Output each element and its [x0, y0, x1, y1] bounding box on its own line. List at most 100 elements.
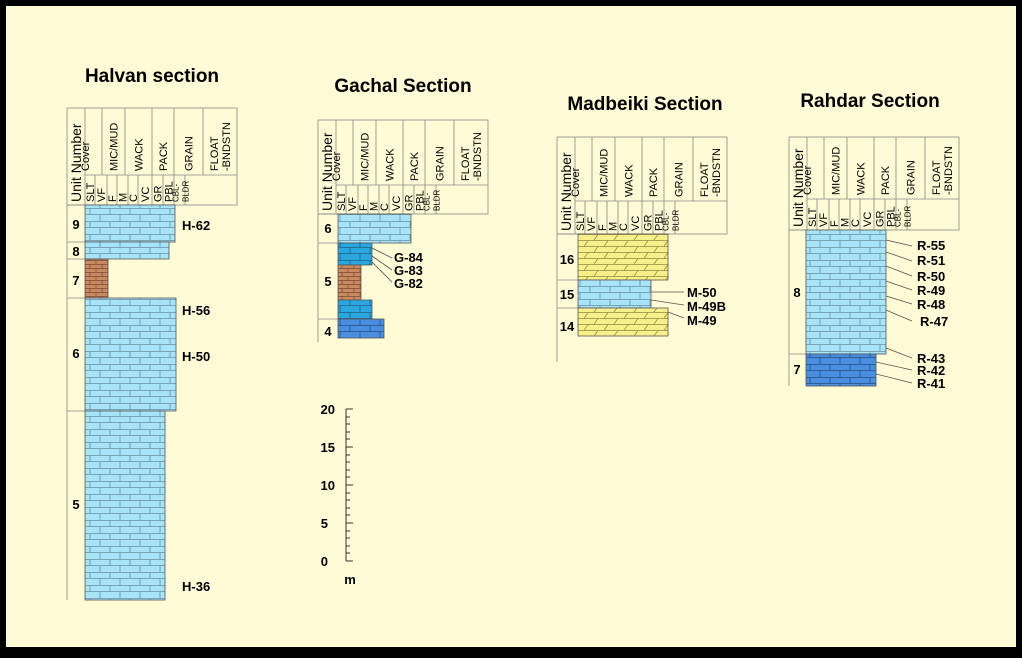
texture-header-label: GRAIN	[435, 146, 447, 181]
texture-header-label: WACK	[856, 162, 868, 195]
gachal-bed-unit4	[337, 318, 385, 339]
halvan-sample-label: H-36	[182, 579, 210, 594]
rahdar-unit-label: 7	[793, 362, 800, 377]
gachal-section-title: Gachal Section	[334, 76, 471, 97]
grain-size-header-label: M	[608, 222, 620, 231]
grain-size-header-label: BLDR	[182, 180, 191, 202]
madbeiki-bed-unit14	[577, 307, 669, 337]
grain-size-header-label: GR	[643, 214, 655, 231]
scale-tick-label: 0	[321, 554, 328, 569]
texture-header-label: Cover	[802, 165, 814, 195]
gachal-sample-label: G-82	[394, 276, 423, 291]
texture-header-label: -BNDSTN	[943, 146, 955, 195]
rahdar-section-title: Rahdar Section	[800, 91, 939, 112]
grain-size-header-label: VC	[630, 216, 642, 231]
grain-size-header-label: PBL	[654, 210, 666, 231]
madbeiki-unit-label: 15	[560, 287, 574, 302]
texture-header-label: Cover	[80, 141, 92, 171]
texture-header-label: FLOAT	[931, 160, 943, 195]
grain-size-header-label: F	[829, 220, 841, 227]
grain-size-header-label: BLDR	[904, 205, 913, 227]
grain-size-header-label: PBL	[415, 190, 427, 211]
halvan-bed-unit9	[84, 204, 176, 243]
texture-header-label: WACK	[624, 164, 636, 197]
rahdar-unit-label: 8	[793, 285, 800, 300]
texture-header-label: MIC/MUD	[360, 133, 372, 181]
grain-size-header-label: SLT	[807, 207, 819, 227]
texture-header-label: PACK	[409, 151, 421, 181]
texture-header-label: WACK	[385, 148, 397, 181]
scale-tick-label: 15	[321, 440, 335, 455]
rahdar-sample-label: R-49	[917, 283, 945, 298]
grain-size-header-label: F	[358, 204, 370, 211]
texture-header-label: -BNDSTN	[472, 132, 484, 181]
grain-size-header-label: BLDR	[672, 209, 681, 231]
scale-tick-label: 20	[321, 402, 335, 417]
grain-size-header-label: C	[128, 194, 140, 202]
grain-size-header-label: VF	[818, 213, 830, 227]
madbeiki-bed-unit16	[577, 233, 669, 281]
texture-header-label: FLOAT	[699, 162, 711, 197]
rahdar-sample-label: R-48	[917, 297, 945, 312]
gachal-unit-label: 5	[324, 274, 331, 289]
texture-header-label: Cover	[570, 167, 582, 197]
grain-size-header-label: CBL-	[894, 208, 903, 227]
texture-header-label: PACK	[880, 165, 892, 195]
madbeiki-section-title: Madbeiki Section	[567, 94, 722, 115]
grain-size-header-label: SLT	[336, 191, 348, 211]
halvan-bed-unit6	[84, 297, 177, 412]
rahdar-bed-unit7	[805, 353, 877, 387]
texture-header-label: FLOAT	[460, 146, 472, 181]
madbeiki-sample-label: M-50	[687, 285, 717, 300]
texture-header-label: MIC/MUD	[599, 149, 611, 197]
grain-size-header-label: SLT	[575, 211, 587, 231]
madbeiki-unit-label: 16	[560, 252, 574, 267]
grain-size-header-label: SLT	[85, 182, 97, 202]
rahdar-sample-label: R-42	[917, 363, 945, 378]
halvan-unit-label: 6	[72, 346, 79, 361]
grain-size-header-label: PBL	[886, 206, 898, 227]
grain-size-header-label: VC	[391, 196, 403, 211]
rahdar-sample-label: R-43	[917, 351, 945, 366]
madbeiki-sample-label: M-49B	[687, 299, 726, 314]
halvan-bed-unit5	[84, 410, 166, 601]
grain-size-header-label: VF	[347, 197, 359, 211]
halvan-section-title: Halvan section	[85, 66, 219, 87]
unit-number-header: Unit Number	[790, 148, 806, 227]
grain-size-header-label: VF	[96, 188, 108, 202]
rahdar-sample-label: R-47	[920, 314, 948, 329]
grain-size-header-label: VC	[140, 187, 152, 202]
rahdar-sample-label: R-51	[917, 253, 945, 268]
grain-size-header-label: GR	[153, 185, 165, 202]
halvan-unit-label: 9	[72, 217, 79, 232]
halvan-sample-label: H-56	[182, 303, 210, 318]
grain-size-header-label: M	[118, 193, 130, 202]
grain-size-header-label: M	[840, 218, 852, 227]
grain-size-header-label: CBL-	[423, 192, 432, 211]
halvan-unit-label: 7	[72, 273, 79, 288]
scale-unit-label: m	[344, 572, 356, 587]
scale-tick-label: 5	[321, 516, 328, 531]
gachal-bed-unit5-lower	[337, 299, 373, 320]
gachal-sample-label: G-84	[394, 250, 424, 265]
gachal-bed-unit5-upper	[337, 242, 373, 266]
grain-size-header-label: GR	[875, 210, 887, 227]
gachal-unit-label: 6	[324, 221, 331, 236]
texture-header-label: GRAIN	[184, 136, 196, 171]
texture-header-label: WACK	[134, 138, 146, 171]
grain-size-header-label: CBL-	[172, 183, 181, 202]
texture-header-label: PACK	[158, 141, 170, 171]
unit-number-header: Unit Number	[319, 132, 335, 211]
grain-size-header-label: GR	[404, 194, 416, 211]
halvan-bed-unit7	[84, 258, 109, 299]
gachal-unit-label: 4	[324, 324, 332, 339]
texture-header-label: -BNDSTN	[711, 148, 723, 197]
texture-header-label: -BNDSTN	[221, 122, 233, 171]
gachal-sample-label: G-83	[394, 263, 423, 278]
